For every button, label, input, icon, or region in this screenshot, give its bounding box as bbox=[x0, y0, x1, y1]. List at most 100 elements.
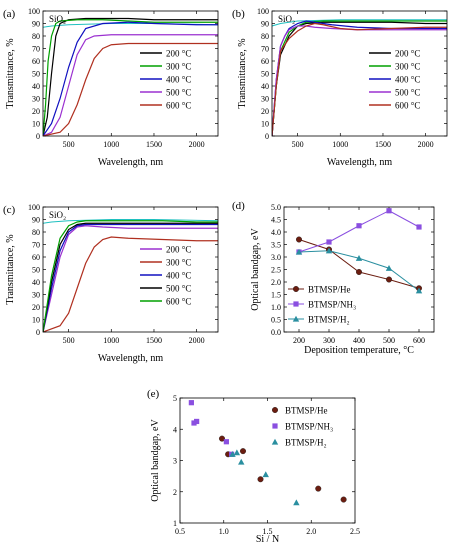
data-point bbox=[386, 276, 393, 283]
plot-area bbox=[43, 218, 218, 332]
plot-area bbox=[298, 210, 420, 292]
series-line bbox=[43, 17, 218, 136]
data-point bbox=[415, 287, 423, 294]
data-point bbox=[385, 264, 393, 271]
legend-label: 400 °C bbox=[395, 75, 420, 85]
y-tick-label: 50 bbox=[32, 70, 40, 79]
panel-a: (a) 0 10 20 30 40 50 60 70 80 90 100 500 1000 1500 2000… bbox=[3, 7, 219, 168]
y-tick-label: 10 bbox=[261, 120, 269, 129]
y-tick-label: 0 bbox=[36, 132, 40, 141]
plot-frame bbox=[42, 10, 219, 137]
y-tick-label: 3.5 bbox=[271, 241, 281, 250]
y-tick-label: 50 bbox=[261, 70, 269, 79]
x-tick-label: 1500 bbox=[146, 336, 162, 345]
x-tick-label: 500 bbox=[63, 336, 75, 345]
data-point bbox=[223, 439, 229, 445]
data-point bbox=[293, 499, 300, 506]
x-tick-label: 500 bbox=[383, 336, 395, 345]
x-tick-label: 300 bbox=[323, 336, 335, 345]
panel-label: (e) bbox=[147, 388, 160, 400]
y-tick-label: 90 bbox=[261, 20, 269, 29]
y-tick-label: 90 bbox=[32, 20, 40, 29]
x-axis-label: Si / N bbox=[256, 534, 279, 545]
x-axis-label: Wavelength, nm bbox=[327, 157, 393, 168]
y-tick-label: 40 bbox=[32, 82, 40, 91]
legend-label: 400 °C bbox=[166, 271, 191, 281]
x-tick-label: 2000 bbox=[418, 140, 434, 149]
legend-label: 300 °C bbox=[166, 62, 191, 72]
y-tick-label: 0.0 bbox=[271, 328, 281, 337]
legend-marker bbox=[271, 438, 279, 445]
series-line bbox=[43, 220, 218, 332]
y-tick-label: 5.0 bbox=[271, 203, 281, 212]
y-tick-label: 0.5 bbox=[271, 316, 281, 325]
x-tick-label: 500 bbox=[292, 140, 304, 149]
x-tick-label: 2.5 bbox=[350, 527, 360, 536]
series-line bbox=[43, 236, 218, 332]
y-tick-label: 2.0 bbox=[271, 278, 281, 287]
data-point bbox=[262, 471, 269, 478]
legend-label: BTMSP/NH₃ bbox=[308, 300, 356, 310]
y-tick-label: 10 bbox=[32, 120, 40, 129]
y-tick-label: 70 bbox=[32, 241, 40, 250]
series-line bbox=[272, 21, 447, 136]
x-tick-label: 600 bbox=[413, 336, 425, 345]
y-axis-label: Optical bandgap, eV bbox=[150, 418, 161, 501]
data-point bbox=[239, 448, 246, 455]
series-line bbox=[43, 34, 218, 136]
y-tick-label: 20 bbox=[32, 107, 40, 116]
legend-label: 600 °C bbox=[166, 297, 191, 307]
reference-label: SiO₂ bbox=[49, 210, 66, 220]
y-tick-label: 80 bbox=[32, 228, 40, 237]
y-tick-label: 30 bbox=[32, 291, 40, 300]
reference-label: SiO₂ bbox=[278, 14, 295, 24]
reference-line bbox=[43, 218, 218, 224]
legend-label: BTMSP/H₂ bbox=[285, 438, 327, 448]
y-tick-label: 1.0 bbox=[271, 303, 281, 312]
x-tick-label: 1500 bbox=[375, 140, 391, 149]
x-tick-label: 200 bbox=[293, 336, 305, 345]
panel-d: (d) 0.0 0.5 1.0 1.5 2.0 2.5 3.0 3.5 4.0 4.5 5.0 200 3… bbox=[232, 200, 435, 356]
series-line bbox=[43, 42, 218, 136]
legend-label: BTMSP/H₂ bbox=[308, 315, 350, 325]
series-line bbox=[298, 210, 420, 253]
y-tick-label: 10 bbox=[32, 316, 40, 325]
y-tick-label: 3.0 bbox=[271, 253, 281, 262]
data-point bbox=[194, 418, 200, 425]
y-tick-label: 60 bbox=[261, 57, 269, 66]
y-tick-label: 3 bbox=[173, 457, 177, 466]
data-point bbox=[238, 458, 245, 465]
y-tick-label: 40 bbox=[261, 82, 269, 91]
reference-label: SiO₂ bbox=[49, 14, 66, 24]
series-line bbox=[298, 239, 420, 289]
plot-frame bbox=[179, 397, 356, 524]
x-tick-label: 1.5 bbox=[263, 527, 273, 536]
legend-label: 600 °C bbox=[395, 101, 420, 111]
y-axis-label: Transmittance, % bbox=[5, 38, 16, 108]
legend-marker bbox=[272, 407, 279, 414]
data-point bbox=[326, 239, 332, 245]
y-tick-label: 100 bbox=[257, 7, 269, 16]
y-tick-label: 4 bbox=[173, 425, 177, 434]
x-tick-label: 500 bbox=[63, 140, 75, 149]
plot-area bbox=[43, 17, 218, 136]
panel-label: (c) bbox=[3, 204, 16, 216]
x-tick-label: 1000 bbox=[332, 140, 348, 149]
y-tick-label: 70 bbox=[32, 45, 40, 54]
y-tick-label: 60 bbox=[32, 57, 40, 66]
data-point bbox=[295, 248, 303, 255]
data-point bbox=[191, 420, 197, 426]
y-tick-label: 2.5 bbox=[271, 266, 281, 275]
x-axis-label: Wavelength, nm bbox=[98, 157, 164, 168]
legend-label: 300 °C bbox=[395, 62, 420, 72]
panel-e: (e) 1 2 3 4 5 0.5 1.0 1.5 2.0 2.5 Si / N Optical ban… bbox=[147, 388, 360, 545]
y-tick-label: 2 bbox=[173, 488, 177, 497]
legend-label: 400 °C bbox=[166, 75, 191, 85]
series-line bbox=[43, 223, 218, 332]
legend-marker bbox=[292, 315, 300, 322]
data-point bbox=[218, 435, 225, 442]
x-tick-label: 400 bbox=[353, 336, 365, 345]
data-point bbox=[340, 496, 347, 503]
data-point bbox=[233, 449, 241, 456]
legend-label: BTMSP/He bbox=[308, 285, 351, 295]
